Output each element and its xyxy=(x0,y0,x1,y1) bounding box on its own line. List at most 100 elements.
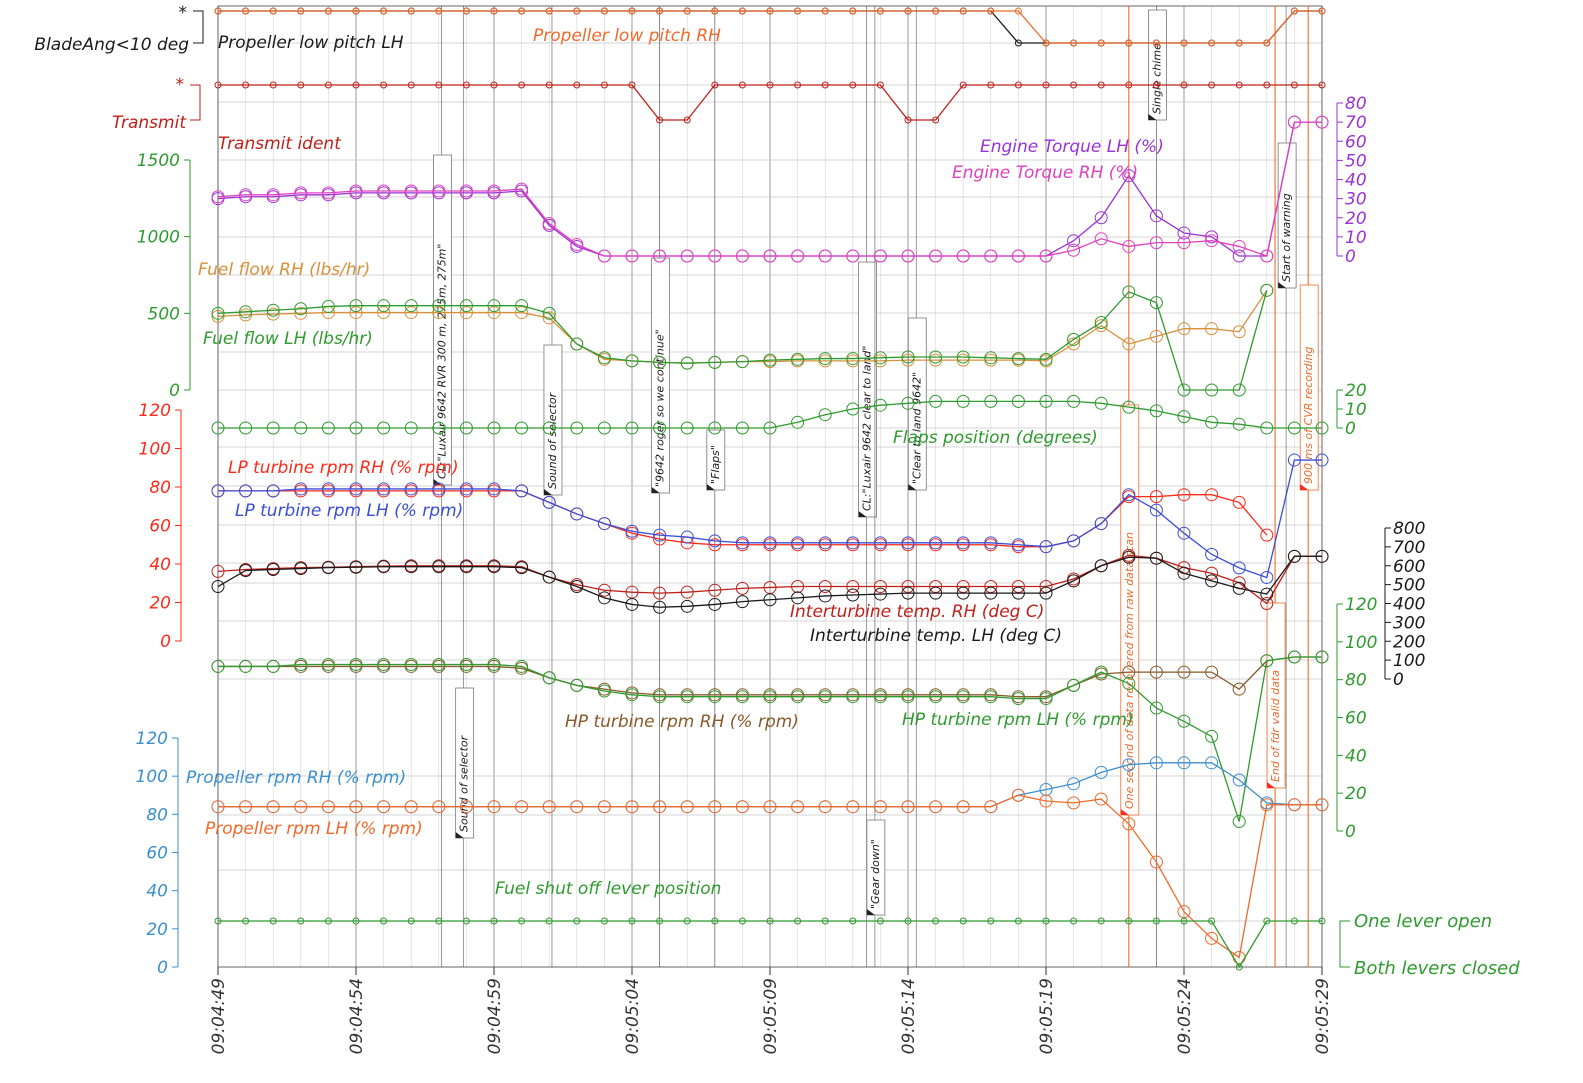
data-point xyxy=(1205,665,1219,679)
data-point xyxy=(1287,115,1301,129)
data-point xyxy=(404,184,418,198)
data-point xyxy=(1232,581,1246,595)
discrete-axis-top: * xyxy=(176,75,185,95)
data-point xyxy=(1208,81,1216,89)
data-point xyxy=(435,917,443,925)
y-tick-label: 120 xyxy=(139,401,171,421)
data-point xyxy=(1260,587,1274,601)
data-point xyxy=(1067,574,1081,588)
annotation-marker xyxy=(651,487,660,493)
data-point xyxy=(708,583,722,597)
data-point xyxy=(597,517,611,531)
data-point xyxy=(1263,39,1271,47)
data-point xyxy=(763,421,777,435)
data-point xyxy=(708,355,722,369)
data-point xyxy=(432,560,446,574)
data-point xyxy=(1287,453,1301,467)
data-point xyxy=(1042,39,1050,47)
data-point xyxy=(239,800,253,814)
data-point xyxy=(266,303,280,317)
data-point xyxy=(653,355,667,369)
data-point xyxy=(487,800,501,814)
data-point xyxy=(294,302,308,316)
y-tick-label: 0 xyxy=(1393,670,1404,690)
series-label: Interturbine temp. LH (deg C) xyxy=(810,626,1062,646)
annotation-text: CL:"Luxair 9642 clear to land" xyxy=(861,346,874,511)
data-point xyxy=(763,800,777,814)
data-point xyxy=(518,7,526,15)
data-point xyxy=(352,917,360,925)
series-line xyxy=(217,290,1268,391)
data-point xyxy=(515,182,529,196)
annotation-marker xyxy=(1148,114,1157,120)
data-point xyxy=(929,536,943,550)
data-point xyxy=(901,690,915,704)
data-point xyxy=(901,536,915,550)
data-point xyxy=(1042,917,1050,925)
data-point xyxy=(1208,917,1216,925)
x-tick-label: 09:04:49 xyxy=(209,978,229,1054)
data-point xyxy=(1205,566,1219,580)
data-point xyxy=(1149,329,1163,343)
data-point xyxy=(1232,682,1246,696)
data-point xyxy=(1125,81,1133,89)
data-point xyxy=(791,580,805,594)
annotation-box xyxy=(433,154,452,486)
y-tick-label: 300 xyxy=(1393,613,1425,633)
annotation-marker xyxy=(866,909,875,915)
data-point xyxy=(459,482,473,496)
data-point xyxy=(821,917,829,925)
data-point xyxy=(377,299,391,313)
y-tick-label: 1500 xyxy=(137,151,180,171)
y-tick-label: 200 xyxy=(1393,632,1425,652)
data-point xyxy=(711,81,719,89)
data-point xyxy=(653,800,667,814)
data-point xyxy=(1152,81,1160,89)
data-point xyxy=(984,249,998,263)
data-point xyxy=(1067,394,1081,408)
annotation-text: Start of warning xyxy=(1280,193,1293,282)
data-point xyxy=(1177,322,1191,336)
data-point xyxy=(404,658,418,672)
data-point xyxy=(490,81,498,89)
data-point xyxy=(984,690,998,704)
data-point xyxy=(214,81,222,89)
data-point xyxy=(1094,665,1108,679)
data-point xyxy=(1263,917,1271,925)
data-point xyxy=(432,299,446,313)
data-point xyxy=(876,7,884,15)
data-point xyxy=(791,415,805,429)
data-point xyxy=(515,299,529,313)
annotation-text: One second of data recovered from raw da… xyxy=(1123,532,1136,809)
data-point xyxy=(1318,7,1326,15)
series-line xyxy=(217,555,1322,608)
data-point xyxy=(1205,729,1219,743)
axes-layer: 0500100015000204060801001200204060801001… xyxy=(34,3,1520,979)
data-point xyxy=(211,190,225,204)
data-point xyxy=(738,7,746,15)
data-point xyxy=(1318,81,1326,89)
data-point xyxy=(1094,765,1108,779)
data-point xyxy=(1177,236,1191,250)
data-point xyxy=(349,306,363,320)
data-point xyxy=(349,800,363,814)
data-point xyxy=(1014,7,1022,15)
data-point xyxy=(266,659,280,673)
data-point xyxy=(1149,503,1163,517)
data-point xyxy=(321,421,335,435)
data-point xyxy=(846,249,860,263)
series-line xyxy=(218,10,1322,44)
y-tick-label: 0 xyxy=(1345,419,1356,439)
data-point xyxy=(766,81,774,89)
data-point xyxy=(1122,488,1136,502)
data-point xyxy=(542,306,556,320)
data-point xyxy=(901,396,915,410)
series-label: Interturbine temp. RH (deg C) xyxy=(790,602,1044,622)
data-point xyxy=(818,580,832,594)
data-point xyxy=(1177,226,1191,240)
y-tick-label: 50 xyxy=(1345,151,1367,171)
data-point xyxy=(239,308,253,322)
series-label: Fuel shut off lever position xyxy=(495,879,721,899)
data-point xyxy=(377,421,391,435)
data-point xyxy=(708,690,722,704)
